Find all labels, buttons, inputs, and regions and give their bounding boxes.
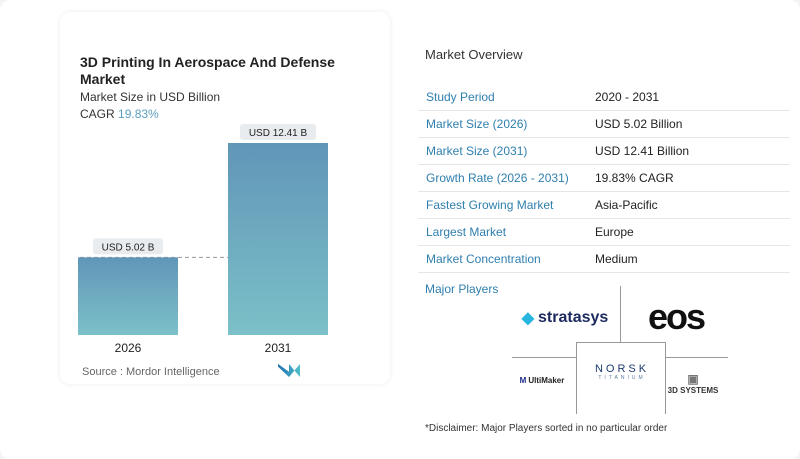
overview-row: Study Period 2020 - 2031 (418, 84, 790, 111)
data-label: USD 5.02 B (102, 242, 155, 253)
overview-row: Market Size (2031) USD 12.41 Billion (418, 138, 790, 165)
row-label: Growth Rate (2026 - 2031) (426, 171, 569, 185)
chart-subtitle: Market Size in USD Billion (80, 90, 221, 104)
row-value: 19.83% CAGR (595, 171, 674, 185)
overview-row: Market Concentration Medium (418, 246, 790, 273)
major-players-title: Major Players (425, 282, 499, 296)
bar-2026 (78, 257, 178, 335)
bar-2031 (228, 143, 328, 335)
x-tick-label: 2026 (115, 341, 142, 355)
row-value: USD 12.41 Billion (595, 144, 690, 158)
data-label: USD 12.41 B (249, 128, 308, 139)
data-label-bg (240, 124, 316, 140)
row-value: USD 5.02 Billion (595, 117, 683, 131)
cagr-label: CAGR (80, 107, 115, 121)
overview-row: Growth Rate (2026 - 2031) 19.83% CAGR (418, 165, 790, 192)
disclaimer: *Disclaimer: Major Players sorted in no … (425, 423, 668, 434)
row-label: Market Size (2031) (426, 144, 528, 158)
overview-row: Largest Market Europe (418, 219, 790, 246)
chart-title: 3D Printing In Aerospace And Defense Mar… (80, 54, 335, 87)
overview-title: Market Overview (425, 47, 523, 62)
row-value: Asia-Pacific (595, 198, 658, 212)
row-label: Largest Market (426, 225, 507, 239)
stratasys-logo: ◆ stratasys (521, 309, 609, 327)
row-label: Market Size (2026) (426, 117, 528, 131)
row-value: 2020 - 2031 (595, 90, 660, 104)
norsk-titanium-logo: NORSK TITANIUM (594, 363, 650, 381)
row-label: Study Period (426, 90, 495, 104)
cagr-value: 19.83% (118, 107, 159, 121)
data-label-bg (93, 238, 163, 255)
row-label: Fastest Growing Market (426, 198, 554, 212)
3d-systems-logo: ▣ 3D SYSTEMS (667, 371, 719, 395)
row-value: Medium (595, 252, 638, 266)
ultimaker-logo: M UltiMaker (519, 375, 565, 385)
overview-row: Fastest Growing Market Asia-Pacific (418, 192, 790, 219)
row-label: Market Concentration (426, 252, 541, 266)
eos-logo: eos (647, 296, 706, 337)
cagr: CAGR 19.83% (80, 107, 159, 121)
row-value: Europe (595, 225, 634, 239)
overview-row: Market Size (2026) USD 5.02 Billion (418, 111, 790, 138)
source: Source : Mordor Intelligence (82, 366, 220, 378)
x-tick-label: 2031 (265, 341, 292, 355)
